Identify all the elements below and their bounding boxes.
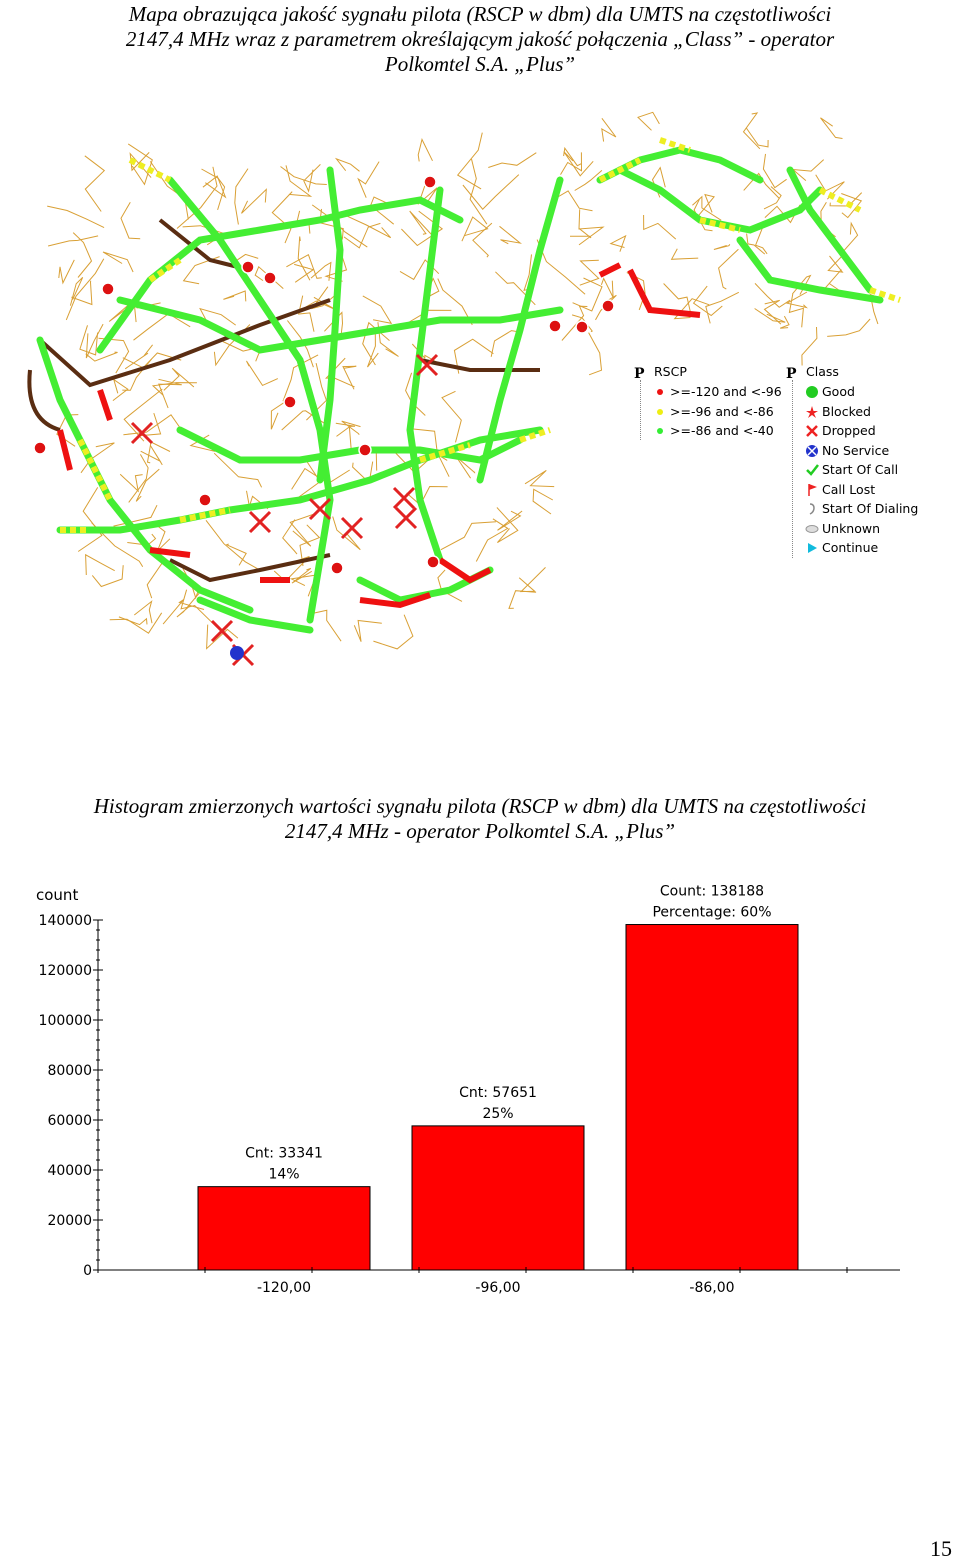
- y-tick-label: 60000: [47, 1113, 92, 1129]
- no-service-icon: [230, 646, 244, 660]
- red-pin-icon: [426, 555, 440, 569]
- layer-icon: P: [634, 366, 645, 382]
- legend-class-item: Start Of Dialing: [784, 499, 918, 519]
- bar-count-label: Count: 138188: [660, 884, 764, 900]
- legend-class-item: Call Lost: [784, 480, 918, 500]
- layer-icon: P: [786, 366, 797, 382]
- histogram-bar: [411, 1125, 585, 1271]
- legend-class-title: Class: [806, 364, 839, 379]
- bar-count-label: Cnt: 57651: [459, 1085, 537, 1101]
- map-event-markers: [33, 175, 615, 667]
- cyan-triangle-icon: [804, 538, 820, 558]
- green-circle-icon: [804, 382, 820, 402]
- histogram-bar: [625, 924, 799, 1271]
- map-caption-line3: Polkomtel S.A. „Plus”: [384, 52, 576, 76]
- histogram-bar: [197, 1186, 371, 1271]
- y-tick-label: 100000: [39, 1013, 92, 1029]
- grey-ellipse-icon: [804, 519, 820, 539]
- red-pin-icon: [101, 282, 115, 296]
- red-flag-icon: [804, 480, 820, 500]
- map-drive-routes: [36, 137, 901, 634]
- red-pin-icon: [33, 441, 47, 455]
- legend-class-item: No Service: [784, 441, 918, 461]
- legend-class-item: Blocked: [784, 402, 918, 422]
- histogram-caption-line1: Histogram zmierzonych wartości sygnału p…: [93, 794, 867, 818]
- green-dot-icon: [652, 421, 668, 441]
- red-pin-icon: [283, 395, 297, 409]
- legend-class-item: Continue: [784, 538, 918, 558]
- legend-class: P Class Good Blocked Dropped No Service S…: [784, 362, 918, 558]
- red-dot-icon: [652, 382, 668, 402]
- blue-no-service-icon: [804, 441, 820, 461]
- x-tick-label: -86,00: [689, 1280, 734, 1296]
- legend-rscp-item: >=-86 and <-40: [632, 421, 782, 441]
- y-tick-label: 40000: [47, 1163, 92, 1179]
- legend-rscp-title: RSCP: [654, 364, 687, 379]
- red-pin-icon: [548, 319, 562, 333]
- y-tick-label: 120000: [39, 963, 92, 979]
- map-caption: Mapa obrazująca jakość sygnału pilota (R…: [0, 2, 960, 77]
- red-pin-icon: [358, 443, 372, 457]
- map-caption-line2: 2147,4 MHz wraz z parametrem określający…: [125, 27, 835, 51]
- y-tick-label: 140000: [39, 913, 92, 929]
- red-pin-icon: [575, 320, 589, 334]
- bar-count-label: Cnt: 33341: [245, 1146, 323, 1162]
- page-number: 15: [930, 1536, 952, 1561]
- green-check-icon: [804, 460, 820, 480]
- dropped-call-icon: [392, 486, 416, 510]
- legend-rscp: P RSCP >=-120 and <-96 >=-96 and <-86 >=-…: [632, 362, 782, 441]
- histogram-caption-line2: 2147,4 MHz - operator Polkomtel S.A. „Pl…: [284, 819, 676, 843]
- legend-class-item: Dropped: [784, 421, 918, 441]
- dropped-call-icon: [415, 353, 439, 377]
- x-tick-label: -120,00: [257, 1280, 311, 1296]
- red-pin-icon: [330, 561, 344, 575]
- legend-rscp-item: >=-120 and <-96: [632, 382, 782, 402]
- red-pin-icon: [241, 260, 255, 274]
- dropped-call-icon: [340, 516, 364, 540]
- histogram-caption: Histogram zmierzonych wartości sygnału p…: [0, 794, 960, 844]
- x-tick-label: -96,00: [475, 1280, 520, 1296]
- bar-percent-label: 25%: [482, 1106, 513, 1122]
- red-pin-icon: [601, 299, 615, 313]
- dropped-call-icon: [248, 510, 272, 534]
- y-axis-label: count: [36, 886, 78, 904]
- legend-class-item: Good: [784, 382, 918, 402]
- legend-class-item: Unknown: [784, 519, 918, 539]
- bar-percent-label: 14%: [268, 1167, 299, 1183]
- bar-percent-label: Percentage: 60%: [652, 905, 771, 921]
- rscp-histogram: count 140000 120000 100000 80000 60000 40000 20…: [36, 884, 900, 1296]
- dropped-call-icon: [394, 506, 418, 530]
- signal-quality-map: [27, 111, 901, 667]
- y-tick-label: 20000: [47, 1213, 92, 1229]
- red-pin-icon: [423, 175, 437, 189]
- red-star-icon: [804, 402, 820, 422]
- red-pin-icon: [198, 493, 212, 507]
- dialing-icon: [804, 499, 820, 519]
- map-legend: P RSCP >=-120 and <-96 >=-96 and <-86 >=-…: [632, 362, 932, 562]
- legend-rscp-item: >=-96 and <-86: [632, 402, 782, 422]
- legend-class-item: Start Of Call: [784, 460, 918, 480]
- dropped-call-icon: [210, 619, 234, 643]
- yellow-dot-icon: [652, 402, 668, 422]
- y-tick-label: 80000: [47, 1063, 92, 1079]
- dropped-call-icon: [130, 421, 154, 445]
- dropped-call-icon: [308, 497, 332, 521]
- y-tick-label: 0: [83, 1263, 92, 1279]
- red-x-icon: [804, 421, 820, 441]
- red-pin-icon: [263, 271, 277, 285]
- map-caption-line1: Mapa obrazująca jakość sygnału pilota (R…: [128, 2, 832, 26]
